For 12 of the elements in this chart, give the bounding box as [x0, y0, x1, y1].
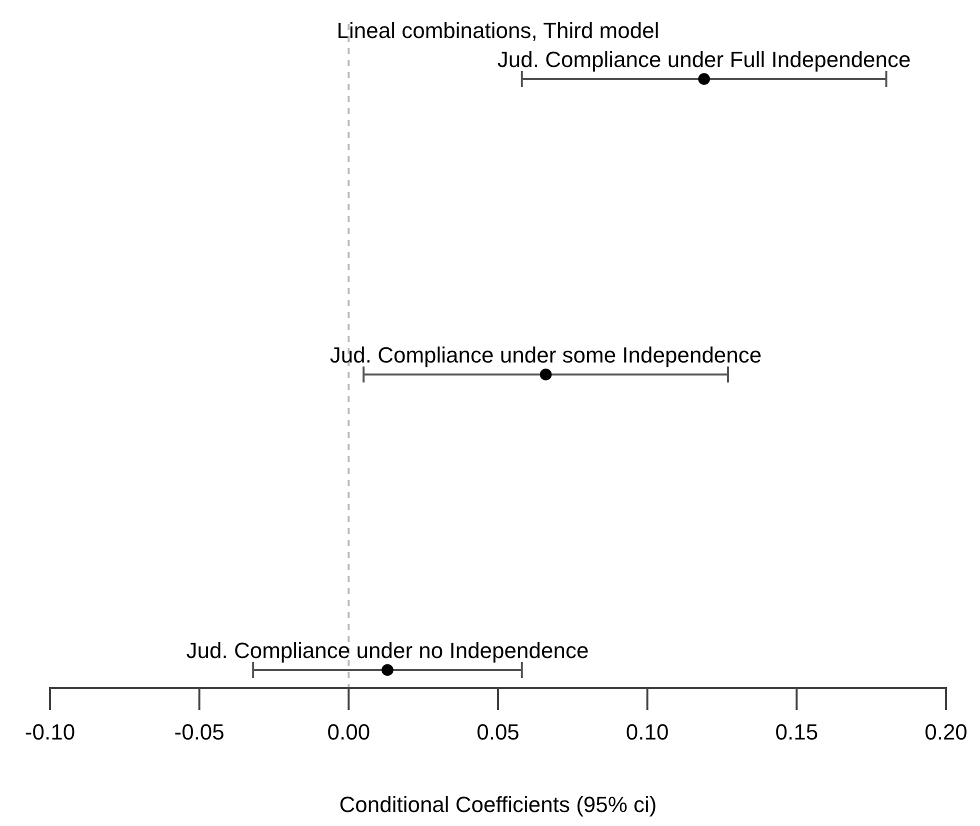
- x-tick-label: 0.15: [775, 720, 818, 745]
- x-tick-label: 0.10: [626, 720, 669, 745]
- y-tick-label: Jud. Compliance under Full Independence: [497, 47, 911, 72]
- chart-title: Lineal combinations, Third model: [336, 18, 660, 43]
- y-tick-label: Jud. Compliance under some Independence: [330, 342, 762, 368]
- x-tick-label: -0.10: [24, 720, 76, 745]
- x-tick-label: 0.20: [924, 720, 968, 745]
- x-axis-title: Conditional Coefficients (95% ci): [339, 792, 657, 817]
- x-tick-label: 0.05: [476, 720, 520, 745]
- x-tick-label: 0.00: [327, 720, 370, 745]
- x-tick-label: -0.05: [174, 720, 224, 745]
- y-tick-label: Jud. Compliance under no Independence: [186, 638, 589, 663]
